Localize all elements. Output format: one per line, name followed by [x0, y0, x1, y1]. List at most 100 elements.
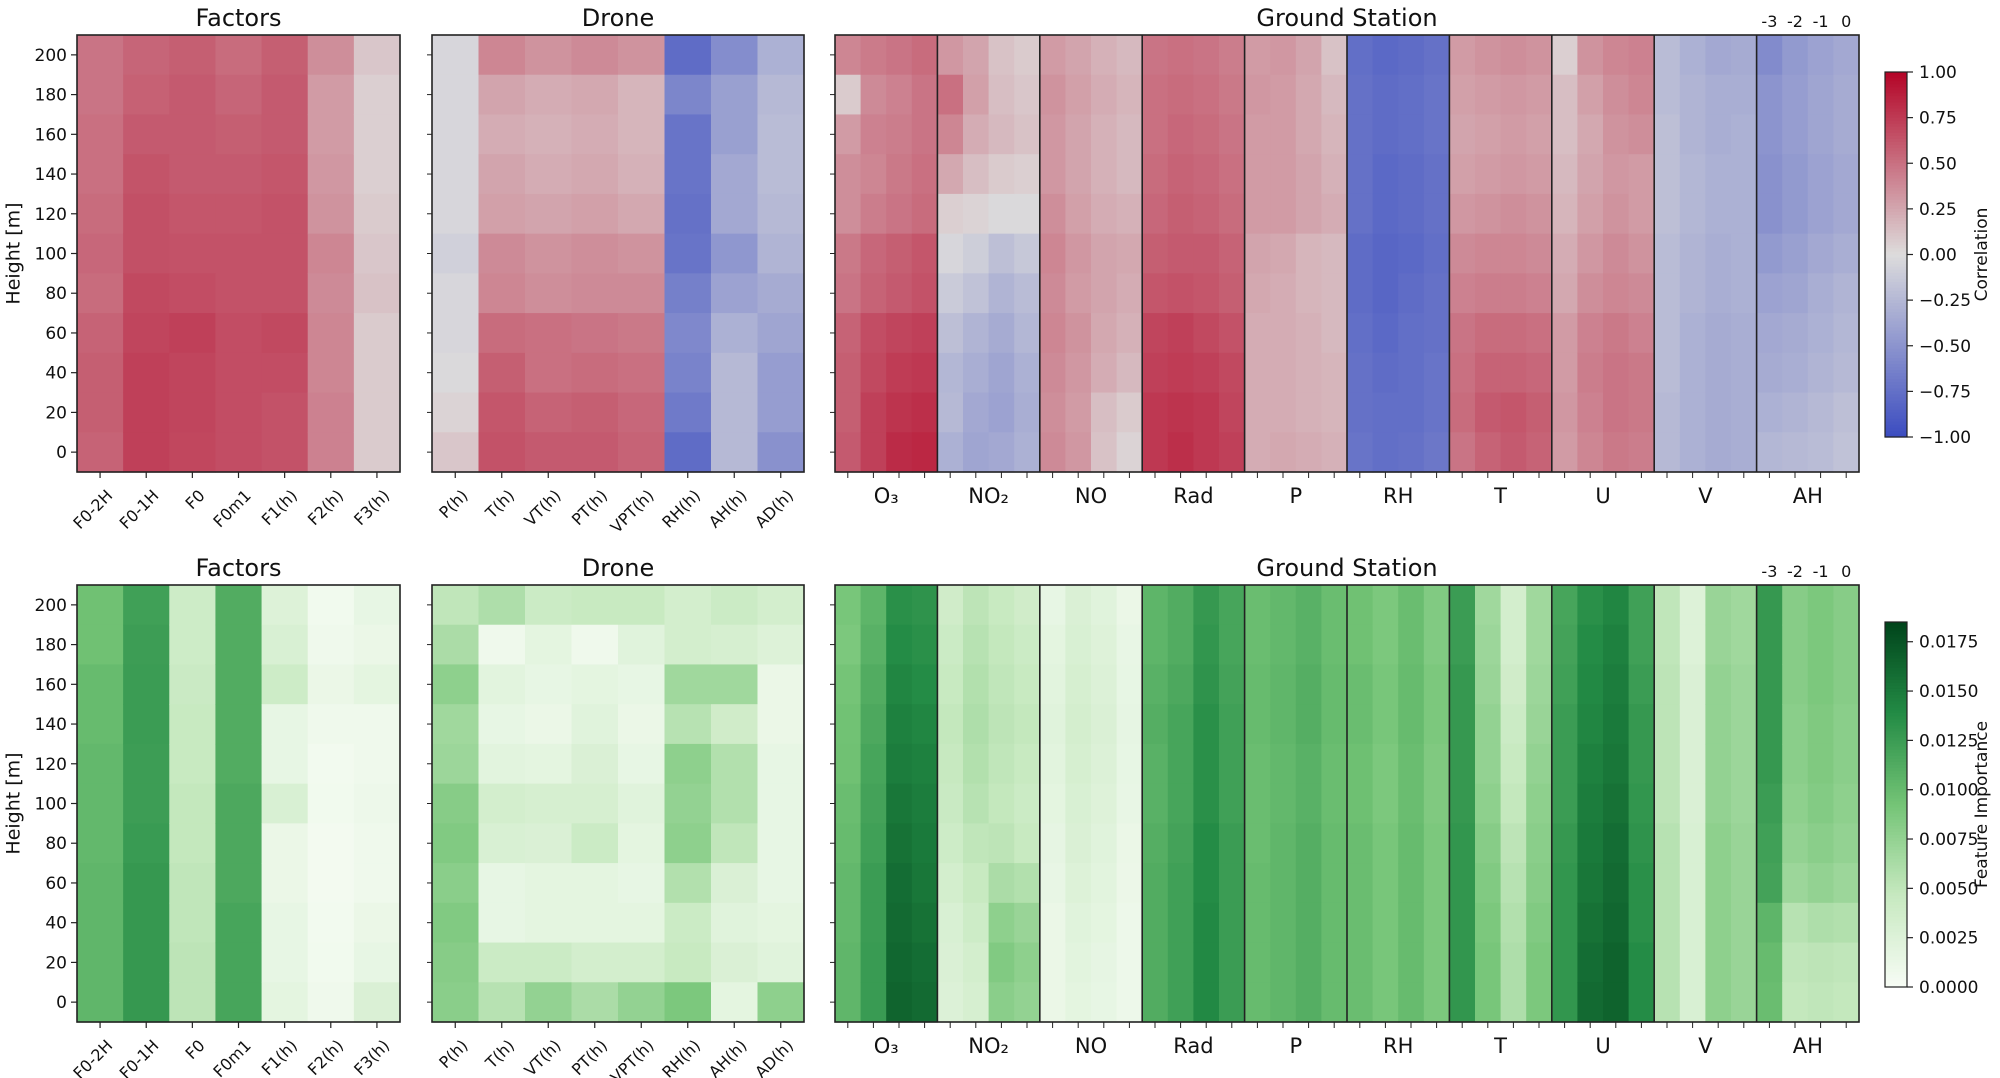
heatmap-cell — [711, 585, 759, 626]
heatmap-cell — [261, 902, 309, 944]
heatmap-cell — [1244, 664, 1271, 705]
heatmap-cell — [937, 743, 964, 785]
colorbar-tick-label: 1.00 — [1919, 63, 1957, 83]
heatmap-cell — [1526, 392, 1553, 433]
heatmap-cell — [1270, 352, 1297, 394]
heatmap-cell — [525, 233, 573, 274]
heatmap-cell — [169, 783, 217, 824]
heatmap-cell — [1116, 863, 1143, 904]
heatmap-cell — [1321, 624, 1348, 666]
colorbar-segment — [1885, 126, 1907, 131]
heatmap-cell — [432, 193, 480, 235]
heatmap-cell — [1244, 154, 1271, 195]
heatmap-cell — [525, 823, 573, 864]
heatmap-cell — [215, 352, 263, 394]
heatmap-cell — [1295, 664, 1322, 705]
heatmap-cell — [988, 392, 1015, 433]
heatmap-cell — [1065, 273, 1092, 314]
heatmap-cell — [1833, 114, 1860, 155]
heatmap-cell — [1116, 942, 1143, 983]
heatmap-cell — [478, 624, 526, 666]
heatmap-cell — [937, 585, 964, 626]
colorbar-segment — [1885, 850, 1907, 854]
colorbar-segment — [1885, 883, 1907, 888]
heatmap-cell — [1782, 233, 1809, 274]
heatmap-cell — [618, 35, 666, 76]
heatmap-cell — [1500, 74, 1527, 116]
heatmap-cell — [1756, 74, 1783, 116]
heatmap-cell — [618, 273, 666, 314]
heatmap-cell — [215, 902, 263, 944]
heatmap-cell — [988, 982, 1015, 1023]
colorbar-segment — [1885, 920, 1907, 924]
colorbar-segment — [1885, 938, 1907, 942]
heatmap-cell — [860, 624, 887, 666]
heatmap-cell — [1603, 624, 1630, 666]
x-tick-label: VPT(h) — [607, 1036, 658, 1078]
colorbar-segment — [1885, 743, 1907, 748]
heatmap-cell — [1475, 352, 1502, 394]
heatmap-cell — [1449, 783, 1476, 824]
heatmap-cell — [123, 823, 170, 864]
heatmap-cell — [1398, 585, 1425, 626]
heatmap-cell — [1142, 783, 1169, 824]
colorbar-segment — [1885, 643, 1907, 647]
heatmap-cell — [988, 352, 1015, 394]
colorbar-segment — [1885, 321, 1907, 326]
heatmap-cell — [1167, 585, 1194, 626]
group-label: RH — [1383, 1034, 1413, 1058]
heatmap-cell — [1679, 432, 1706, 473]
heatmap-cell — [1219, 35, 1246, 76]
colorbar-segment — [1885, 880, 1907, 885]
heatmap-cell — [261, 942, 309, 983]
heatmap-cell — [1347, 704, 1374, 745]
heatmap-cell — [1833, 704, 1860, 745]
heatmap-cell — [1116, 664, 1143, 705]
heatmap-cell — [1782, 432, 1809, 473]
heatmap-cell — [618, 743, 666, 785]
heatmap-cell — [937, 352, 964, 394]
heatmap-cell — [1679, 863, 1706, 904]
heatmap-cell — [77, 432, 124, 473]
x-tick-label: AH(h) — [705, 1036, 751, 1078]
heatmap-cell — [1244, 35, 1271, 76]
heatmap-cell — [1526, 154, 1553, 195]
colorbar-segment — [1885, 707, 1907, 711]
heatmap-cell — [1603, 114, 1630, 155]
heatmap-cell — [1628, 823, 1655, 864]
colorbar-segment — [1885, 275, 1907, 280]
heatmap-cell — [886, 585, 913, 626]
heatmap-cell — [1091, 114, 1118, 155]
colorbar-segment — [1885, 822, 1907, 827]
heatmap-cell — [77, 783, 124, 824]
heatmap-cell — [618, 942, 666, 983]
heatmap-cell — [937, 902, 964, 944]
heatmap-cell — [1782, 154, 1809, 195]
heatmap-cell — [1731, 783, 1758, 824]
heatmap-cell — [1679, 704, 1706, 745]
y-tick-label: 140 — [35, 165, 67, 185]
colorbar-segment — [1885, 841, 1907, 845]
heatmap-cell — [1449, 664, 1476, 705]
heatmap-cell — [937, 624, 964, 666]
heatmap-cell — [1782, 74, 1809, 116]
heatmap-cell — [1603, 783, 1630, 824]
heatmap-cell — [1014, 432, 1041, 473]
heatmap-cell — [963, 704, 990, 745]
heatmap-cell — [215, 863, 263, 904]
heatmap-cell — [1654, 392, 1681, 433]
heatmap-cell — [860, 313, 887, 354]
heatmap-cell — [1654, 783, 1681, 824]
heatmap-cell — [1219, 902, 1246, 944]
heatmap-cell — [1500, 585, 1527, 626]
heatmap-cell — [988, 273, 1015, 314]
colorbar-segment — [1885, 834, 1907, 839]
heatmap-cell — [1423, 352, 1450, 394]
heatmap-cell — [1295, 233, 1322, 274]
heatmap-cell — [1603, 352, 1630, 394]
heatmap-cell — [1065, 942, 1092, 983]
heatmap-cell — [1526, 704, 1553, 745]
heatmap-cell — [860, 74, 887, 116]
heatmap-cell — [711, 432, 759, 473]
